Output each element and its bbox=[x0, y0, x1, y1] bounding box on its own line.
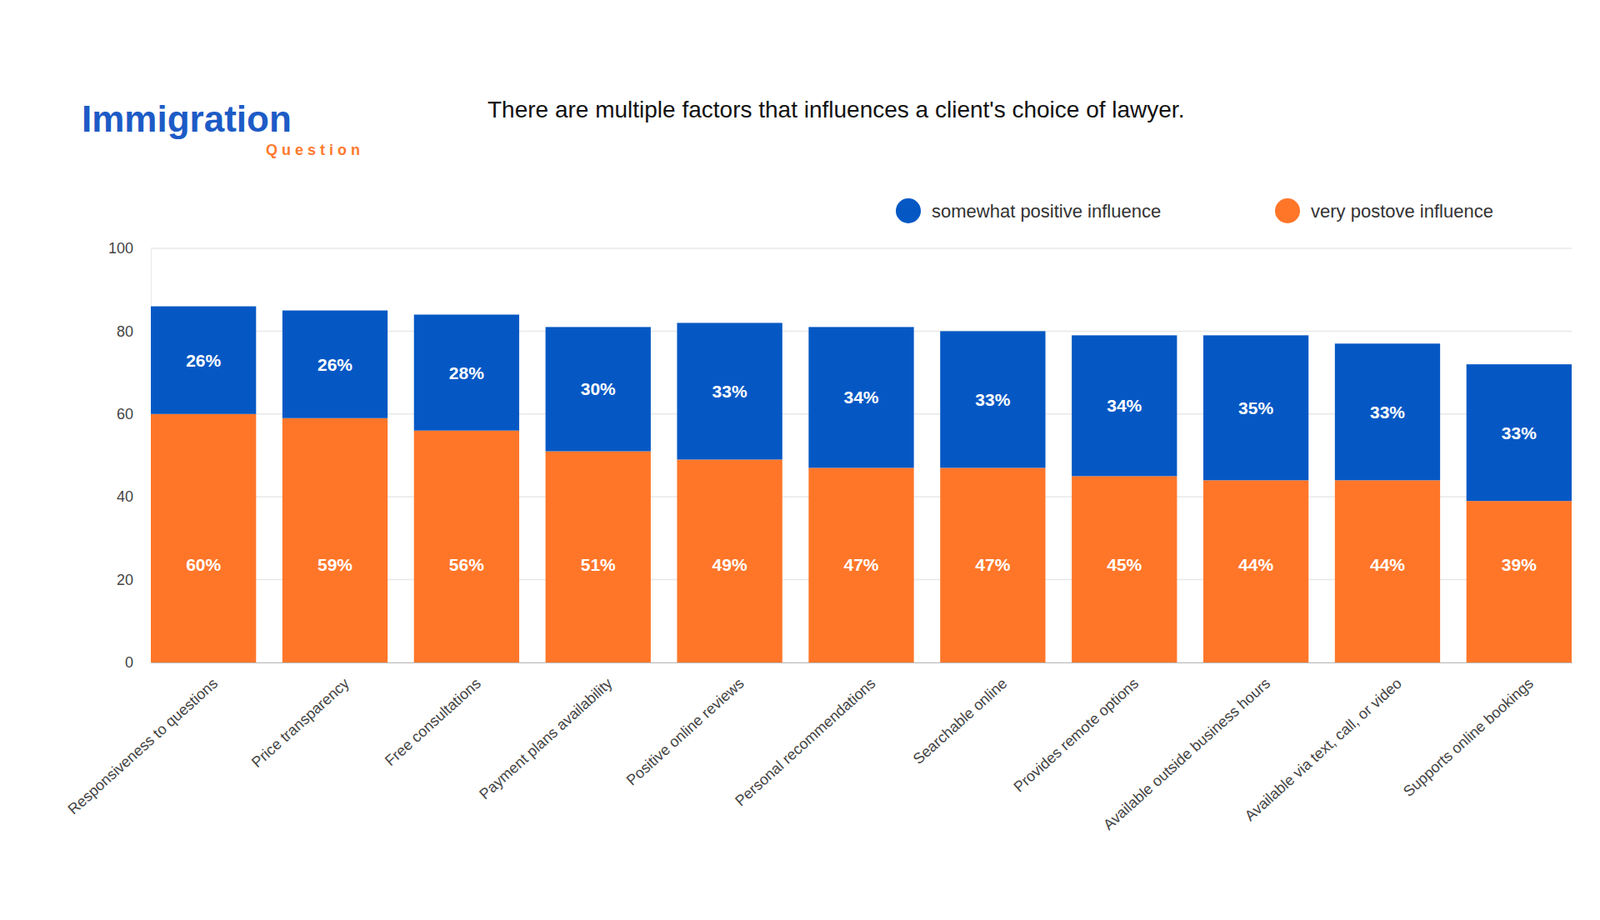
bar-segment bbox=[808, 467, 914, 663]
bar-segment bbox=[414, 315, 520, 431]
bar-segment bbox=[1466, 364, 1572, 501]
y-tick-label: 0 bbox=[125, 654, 134, 671]
legend: somewhat positive influence very postove … bbox=[895, 198, 1494, 224]
y-tick: 0 bbox=[125, 654, 151, 671]
bar-segment bbox=[150, 306, 256, 415]
data-label: 33% bbox=[1501, 423, 1537, 443]
x-tick-label: Price transparency bbox=[248, 675, 353, 771]
x-tick-label: Payment plans availability bbox=[475, 675, 615, 803]
x-tick: Supports online bookings bbox=[1400, 662, 1537, 800]
x-tick: Responsiveness to questions bbox=[65, 662, 221, 818]
y-axis: 0 20 40 60 80 100 bbox=[108, 240, 152, 671]
logo-title: Immigration bbox=[81, 98, 292, 140]
x-tick: Price transparency bbox=[248, 662, 353, 771]
y-tick: 80 bbox=[116, 323, 151, 340]
bars bbox=[150, 306, 1572, 663]
x-tick-label: Supports online bookings bbox=[1400, 675, 1537, 800]
y-tick-label: 100 bbox=[108, 240, 134, 257]
data-label: 59% bbox=[317, 555, 353, 575]
x-tick: Free consultations bbox=[381, 662, 485, 770]
x-tick-label: Responsiveness to questions bbox=[65, 675, 221, 819]
data-label: 33% bbox=[975, 390, 1010, 410]
data-label: 30% bbox=[580, 379, 616, 399]
bar-segment bbox=[414, 430, 520, 663]
x-tick-label: Provides remote options bbox=[1010, 675, 1142, 796]
bar-segment bbox=[808, 326, 914, 468]
series bbox=[150, 306, 1572, 502]
logo-subtitle: Question bbox=[265, 141, 365, 159]
bar-segment bbox=[940, 467, 1045, 663]
x-tick: Provides remote options bbox=[1010, 662, 1142, 796]
x-tick: Payment plans availability bbox=[475, 662, 615, 803]
data-label: 60% bbox=[185, 555, 221, 575]
legend-item: very postove influence bbox=[1275, 198, 1494, 224]
y-tick: 20 bbox=[116, 571, 151, 589]
bar-segment bbox=[676, 459, 782, 663]
data-label: 34% bbox=[843, 387, 879, 407]
x-axis-line bbox=[151, 662, 1573, 664]
bar-segment bbox=[150, 414, 256, 663]
bar-segment bbox=[1071, 475, 1177, 663]
bar-segment bbox=[282, 310, 388, 419]
x-tick-label: Available via text, call, or video bbox=[1241, 675, 1405, 825]
bar-segment bbox=[1203, 335, 1309, 480]
bar-segment bbox=[545, 326, 651, 451]
y-tick: 40 bbox=[116, 488, 151, 505]
data-label: 33% bbox=[712, 381, 748, 401]
data-label: 47% bbox=[843, 555, 879, 575]
bar-segment bbox=[1071, 335, 1177, 476]
bar-segment bbox=[282, 418, 388, 663]
y-tick-label: 20 bbox=[116, 571, 134, 589]
data-label: 56% bbox=[449, 555, 485, 575]
x-tick: Searchable online bbox=[910, 662, 1010, 768]
bar-segment bbox=[1335, 480, 1440, 663]
x-tick-label: Positive online reviews bbox=[623, 675, 748, 790]
data-label: 34% bbox=[1106, 395, 1142, 415]
legend-swatch bbox=[1275, 198, 1300, 224]
y-tick-label: 40 bbox=[116, 488, 134, 505]
legend-swatch bbox=[895, 198, 921, 224]
grid bbox=[150, 248, 1572, 663]
x-tick-label: Personal recommendations bbox=[731, 675, 879, 810]
chart-container: ImmigrationQuestion There are multiple fa… bbox=[0, 0, 1600, 920]
data-label: 44% bbox=[1238, 555, 1274, 575]
data-label: 28% bbox=[449, 363, 485, 383]
bar-segment bbox=[1335, 343, 1440, 480]
data-label: 35% bbox=[1238, 398, 1274, 418]
y-tick: 60 bbox=[116, 405, 151, 423]
data-labels: 60% 59% 56% 51% 49% 47% 47% 45% 44% 44% 39% 26% 26% 2… bbox=[185, 350, 1537, 575]
y-tick: 100 bbox=[108, 240, 151, 257]
grid-line bbox=[150, 247, 1572, 250]
x-tick: Personal recommendations bbox=[731, 662, 879, 810]
data-label: 51% bbox=[580, 555, 616, 575]
data-label: 47% bbox=[975, 555, 1010, 575]
data-label: 49% bbox=[712, 555, 748, 575]
data-label: 45% bbox=[1106, 555, 1142, 575]
x-tick: Available via text, call, or video bbox=[1241, 662, 1405, 825]
bar-segment bbox=[1203, 480, 1309, 663]
bar-segment bbox=[1466, 500, 1572, 663]
y-tick-label: 60 bbox=[116, 405, 134, 423]
chart-title: There are multiple factors that influenc… bbox=[487, 96, 1185, 123]
data-label: 26% bbox=[317, 355, 353, 375]
chart-svg: ImmigrationQuestion There are multiple fa… bbox=[0, 0, 1600, 920]
bar-segment bbox=[940, 330, 1045, 468]
data-label: 44% bbox=[1370, 555, 1405, 575]
y-tick-label: 80 bbox=[116, 323, 134, 340]
logo: ImmigrationQuestion bbox=[81, 98, 365, 159]
data-label: 26% bbox=[185, 350, 221, 370]
data-label: 39% bbox=[1501, 555, 1537, 575]
x-axis: Responsiveness to questions Price transpa… bbox=[65, 662, 1573, 834]
bar-segment bbox=[545, 451, 651, 663]
x-tick: Positive online reviews bbox=[623, 662, 748, 789]
x-tick-label: Free consultations bbox=[381, 675, 485, 770]
data-label: 33% bbox=[1370, 402, 1405, 422]
bar-segment bbox=[676, 322, 782, 460]
legend-item: somewhat positive influence bbox=[895, 198, 1161, 224]
legend-label: very postove influence bbox=[1310, 200, 1494, 222]
legend-label: somewhat positive influence bbox=[931, 200, 1161, 222]
x-tick-label: Searchable online bbox=[910, 675, 1010, 768]
